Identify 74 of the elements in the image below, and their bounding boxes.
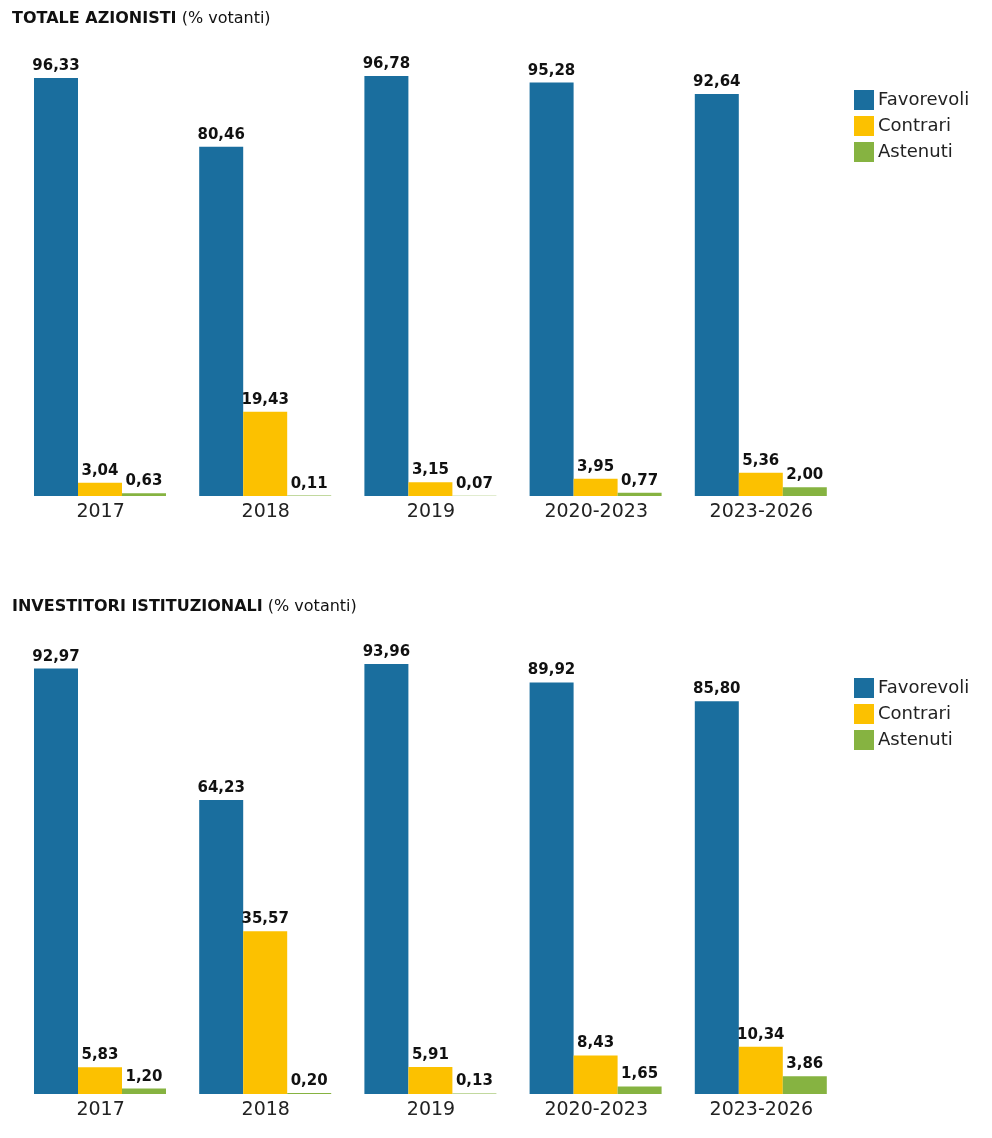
bar (694, 701, 739, 1094)
bar (34, 668, 78, 1094)
data-label: 89,92 (527, 660, 576, 679)
bar (199, 800, 244, 1094)
bar (364, 664, 409, 1094)
x-tick-label: 2019 (406, 1097, 456, 1120)
legend-label: Astenuti (878, 728, 953, 749)
data-label: 8,43 (577, 1033, 615, 1052)
data-label: 5,36 (742, 450, 780, 469)
data-label: 96,78 (362, 54, 411, 72)
chart-subtitle: (% votanti) (266, 596, 357, 615)
bar (243, 931, 288, 1094)
bar (529, 82, 574, 496)
bar (408, 1066, 453, 1094)
bar (364, 76, 409, 496)
data-label: 2,00 (786, 465, 824, 484)
data-label: 5,91 (411, 1044, 449, 1063)
data-label: 3,15 (411, 460, 449, 479)
bar (408, 482, 453, 496)
x-tick-label: 2020-2023 (544, 499, 648, 522)
bar (617, 492, 662, 496)
x-tick-label: 2023-2026 (709, 1097, 814, 1120)
data-label: 92,64 (693, 71, 741, 90)
data-label: 80,46 (197, 124, 245, 143)
bar (122, 493, 166, 496)
x-tick-label: 2018 (241, 499, 290, 522)
x-tick-label: 2017 (76, 499, 125, 522)
data-label: 5,83 (81, 1045, 119, 1064)
data-label: 64,23 (197, 778, 245, 797)
legend-label: Contrari (878, 114, 951, 135)
data-label: 0,63 (125, 471, 163, 490)
bar (34, 77, 78, 496)
data-label: 0,20 (290, 1071, 328, 1090)
data-label: 0,77 (621, 470, 659, 489)
chart-subtitle: (% votanti) (180, 8, 271, 27)
bar (694, 93, 739, 496)
x-tick-label: 2019 (406, 499, 456, 522)
data-label: 92,97 (32, 646, 80, 665)
data-label: 3,04 (81, 460, 119, 479)
bar (199, 146, 244, 496)
data-label: 85,80 (693, 679, 741, 698)
bar (573, 478, 618, 496)
data-label: 93,96 (362, 642, 411, 660)
bar (738, 472, 783, 496)
legend-label: Contrari (878, 702, 951, 723)
bar (529, 682, 574, 1094)
x-tick-label: 2020-2023 (544, 1097, 648, 1120)
data-label: 3,86 (786, 1054, 824, 1073)
bar (738, 1046, 783, 1094)
data-label: 3,95 (577, 456, 615, 475)
data-label: 0,11 (290, 473, 328, 492)
bar (122, 1088, 166, 1094)
bar (573, 1055, 618, 1094)
legend-label: Astenuti (878, 140, 953, 161)
x-tick-label: 2017 (76, 1097, 125, 1120)
bar (78, 1067, 122, 1094)
data-label: 1,65 (621, 1064, 659, 1083)
x-tick-label: 2018 (241, 1097, 290, 1120)
bar (78, 482, 122, 496)
chart-title: INVESTITORI ISTITUZIONALI (12, 596, 263, 615)
legend-label: Favorevoli (878, 676, 970, 697)
data-label: 0,07 (455, 473, 493, 492)
bar (782, 487, 827, 496)
bar (617, 1086, 662, 1094)
data-label: 1,20 (125, 1066, 163, 1085)
data-label: 0,13 (455, 1071, 493, 1090)
x-tick-label: 2023-2026 (709, 499, 814, 522)
legend-label: Favorevoli (878, 88, 970, 109)
bar (243, 411, 288, 496)
data-label: 96,33 (32, 55, 80, 74)
bar (782, 1076, 827, 1094)
chart-title: TOTALE AZIONISTI (12, 8, 177, 27)
data-label: 19,43 (241, 389, 289, 408)
data-label: 95,28 (527, 60, 576, 79)
